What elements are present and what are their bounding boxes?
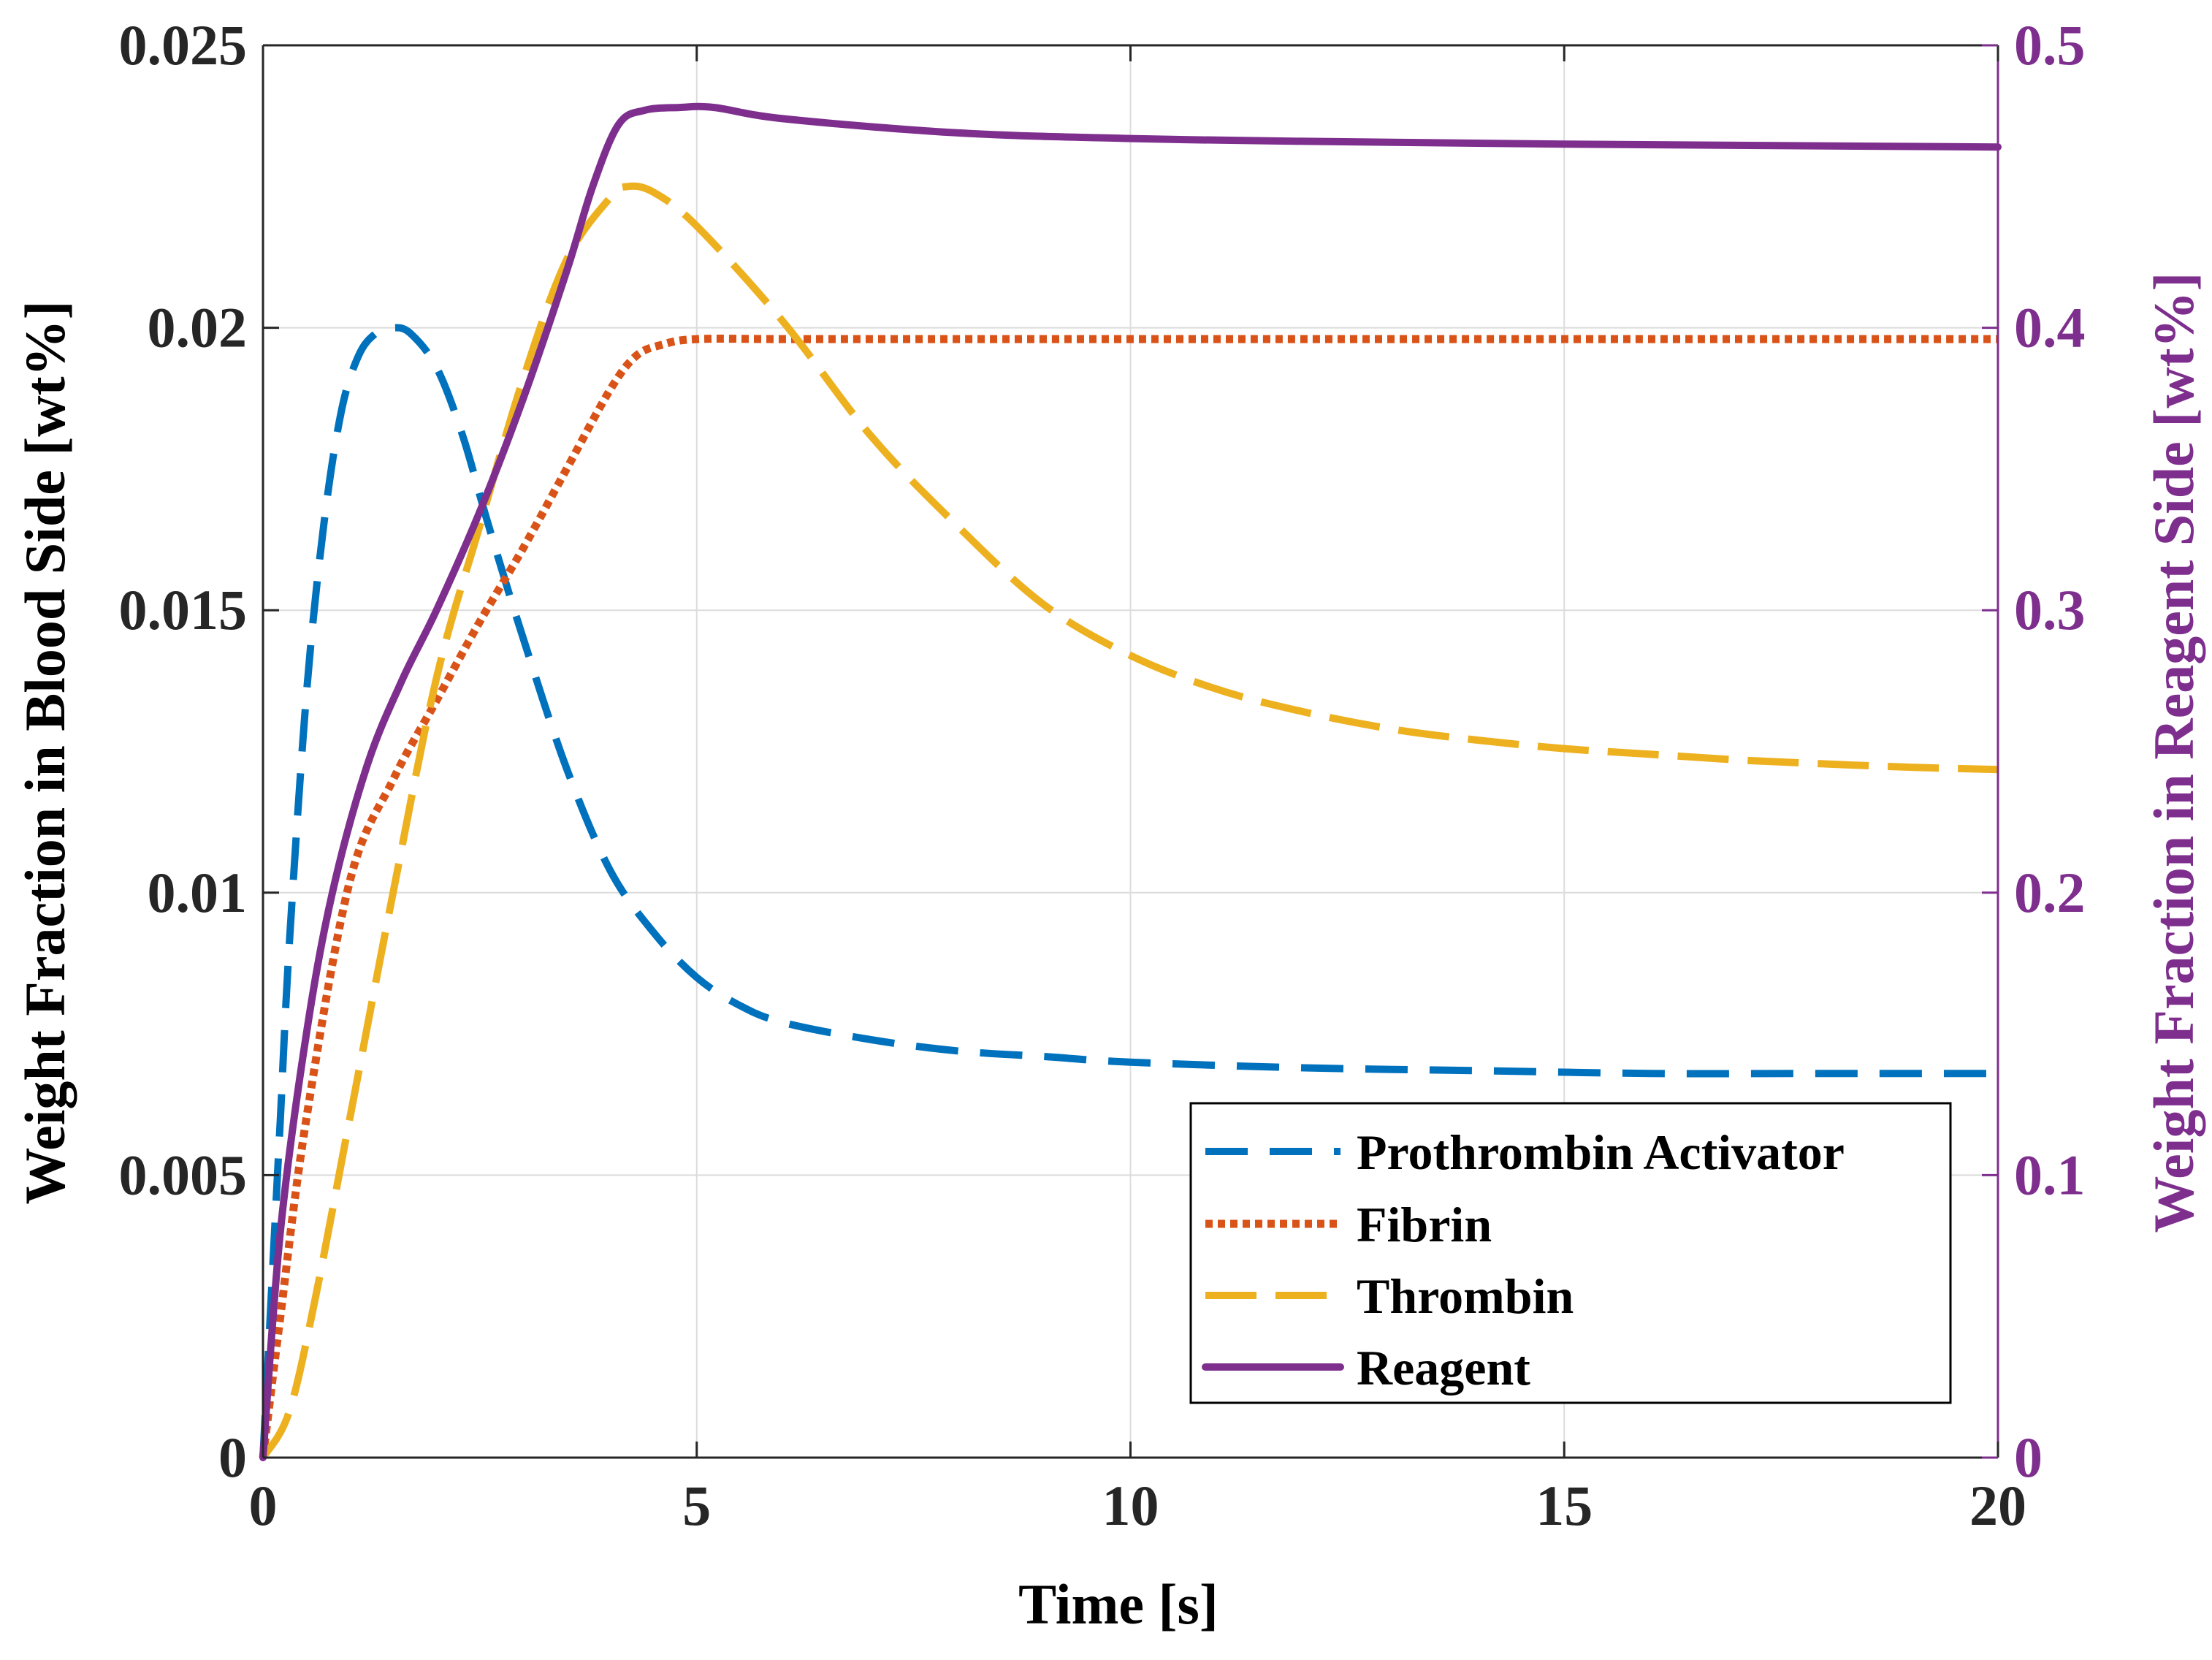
tick-labels: 0 5 10 15 2000.0050.010.0150.020.02500.10.20… [119, 13, 2086, 1537]
series-line-thrombin [259, 182, 1999, 1460]
legend-label-fibrin: Fibrin [1357, 1197, 1492, 1252]
series-group [259, 102, 2002, 1461]
legend-label-thrombin: Thrombin [1357, 1268, 1574, 1324]
y-right-tick-label: 0.1 [2014, 1143, 2086, 1206]
series-line-reagent [259, 102, 2002, 1461]
y-right-tick-label: 0.5 [2014, 13, 2086, 77]
x-tick-label: 20 [1969, 1474, 2026, 1537]
y-left-tick-label: 0.015 [119, 578, 248, 641]
x-axis-title: Time [s] [1018, 1572, 1218, 1636]
y-left-tick-label: 0 [218, 1425, 247, 1489]
legend: Prothrombin Activator Fibrin Thrombin Reage… [1189, 1102, 1952, 1404]
y-right-tick-label: 0.3 [2014, 578, 2086, 641]
y-right-axis-title: Weight Fraction in Reagent Side [wt%] [2142, 272, 2205, 1233]
y-left-tick-label: 0.01 [148, 861, 248, 924]
series-line-fibrin [259, 335, 1998, 1458]
y-right-tick-label: 0.4 [2014, 296, 2086, 359]
x-tick-label: 15 [1536, 1474, 1593, 1537]
legend-box [1189, 1102, 1952, 1404]
series-line-prothrombin-activator [259, 324, 1998, 1458]
y-left-tick-label: 0.025 [119, 13, 248, 77]
axes [262, 44, 1999, 1459]
legend-label-prothrombin-activator: Prothrombin Activator [1357, 1124, 1845, 1180]
x-tick-label: 5 [682, 1474, 711, 1537]
y-left-axis-title: Weight Fraction in Blood Side [wt%] [13, 300, 77, 1204]
y-left-tick-label: 0.02 [148, 296, 248, 359]
y-right-tick-label: 0.2 [2014, 861, 2086, 924]
legend-label-reagent: Reagent [1357, 1340, 1530, 1396]
y-right-tick-label: 0 [2014, 1425, 2043, 1489]
x-tick-label: 10 [1102, 1474, 1159, 1537]
y-left-tick-label: 0.005 [119, 1143, 248, 1206]
x-tick-label: 0 [249, 1474, 278, 1537]
